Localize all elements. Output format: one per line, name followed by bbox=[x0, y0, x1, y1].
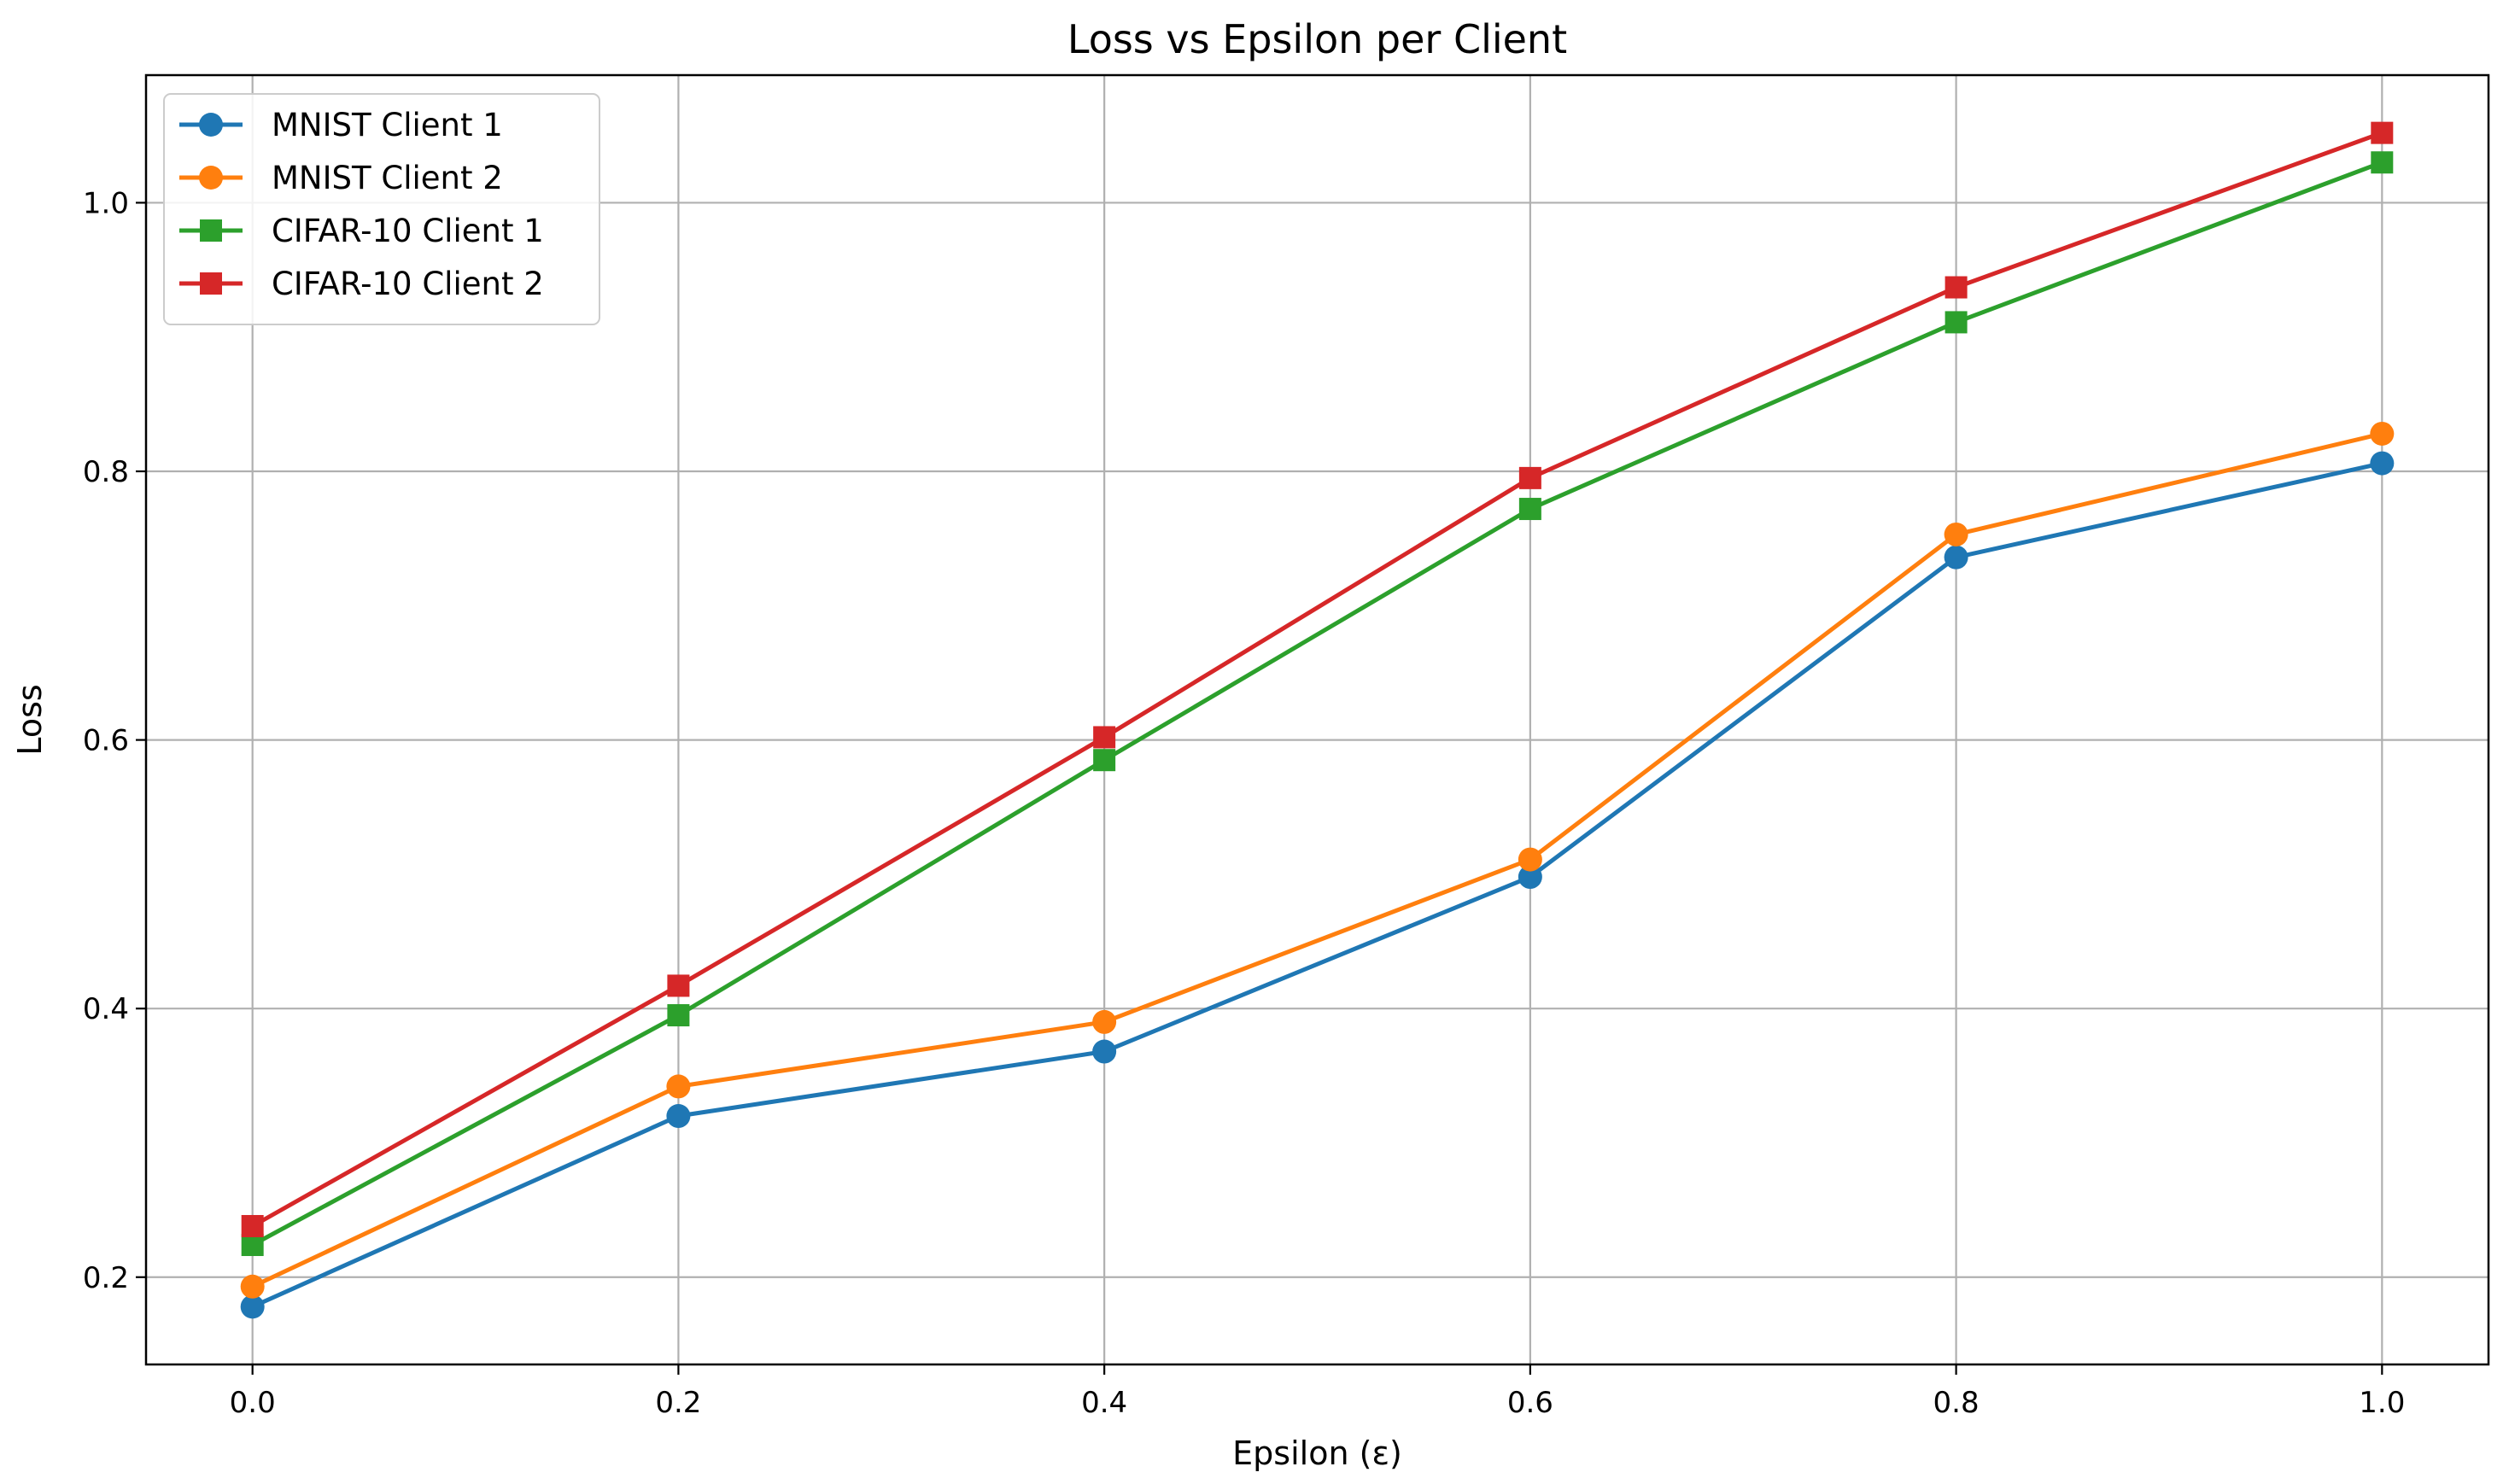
data-point bbox=[667, 1004, 690, 1027]
legend-marker bbox=[199, 113, 223, 137]
data-point bbox=[1518, 498, 1541, 521]
data-point bbox=[1093, 749, 1116, 772]
data-point bbox=[1518, 466, 1541, 489]
legend-marker bbox=[200, 219, 222, 242]
data-point bbox=[1093, 726, 1116, 749]
x-tick-label: 0.8 bbox=[1933, 1386, 1980, 1420]
data-point bbox=[1092, 1009, 1117, 1034]
legend-item: MNIST Client 2 bbox=[179, 160, 503, 196]
data-point bbox=[2370, 421, 2395, 446]
x-tick-label: 0.0 bbox=[230, 1386, 276, 1420]
data-point bbox=[1944, 545, 1968, 570]
data-point bbox=[666, 1104, 691, 1129]
y-tick-label: 1.0 bbox=[83, 186, 129, 220]
data-point bbox=[1945, 276, 1968, 299]
y-tick-label: 0.4 bbox=[83, 992, 129, 1026]
legend-item: CIFAR-10 Client 1 bbox=[179, 213, 544, 249]
data-point bbox=[667, 974, 690, 997]
x-axis-label: Epsilon (ε) bbox=[1232, 1434, 1402, 1472]
data-point bbox=[240, 1274, 265, 1299]
series-line bbox=[250, 431, 2384, 1289]
data-point bbox=[241, 1234, 264, 1257]
x-tick-label: 1.0 bbox=[2359, 1386, 2405, 1420]
chart-title: Loss vs Epsilon per Client bbox=[1067, 16, 1567, 62]
data-point bbox=[2370, 451, 2395, 476]
data-point bbox=[2371, 151, 2394, 174]
series-lines bbox=[240, 121, 2395, 1319]
data-point bbox=[240, 1294, 265, 1319]
x-tick-label: 0.4 bbox=[1081, 1386, 1127, 1420]
legend-box bbox=[163, 93, 600, 325]
grid-lines bbox=[146, 75, 2489, 1364]
data-point bbox=[2371, 121, 2394, 144]
series-mnist-client-1 bbox=[240, 451, 2395, 1319]
legend-label: MNIST Client 1 bbox=[272, 107, 503, 143]
x-tick-label: 0.2 bbox=[655, 1386, 701, 1420]
series-mnist-client-2 bbox=[240, 421, 2395, 1299]
series-cifar-10-client-1 bbox=[241, 151, 2394, 1257]
y-tick-label: 0.6 bbox=[83, 724, 129, 758]
data-point bbox=[1944, 522, 1968, 546]
legend-marker bbox=[199, 166, 223, 190]
plot-frame bbox=[144, 73, 2490, 1366]
legend-label: CIFAR-10 Client 2 bbox=[272, 266, 544, 302]
legend-item: MNIST Client 1 bbox=[179, 107, 503, 143]
y-tick-label: 0.8 bbox=[83, 455, 129, 489]
legend: MNIST Client 1 MNIST Client 2 CIFAR-10 Cli… bbox=[163, 93, 600, 325]
x-tick-label: 0.6 bbox=[1507, 1386, 1553, 1420]
y-axis-label: Loss bbox=[11, 684, 49, 755]
y-tick-label: 0.2 bbox=[83, 1261, 129, 1295]
legend-item: CIFAR-10 Client 2 bbox=[179, 266, 544, 302]
legend-label: MNIST Client 2 bbox=[272, 160, 503, 196]
legend-marker bbox=[200, 272, 222, 295]
data-point bbox=[666, 1074, 691, 1099]
legend-label: CIFAR-10 Client 1 bbox=[272, 213, 544, 249]
data-point bbox=[1518, 865, 1542, 890]
series-line bbox=[250, 461, 2384, 1309]
data-point bbox=[1518, 847, 1542, 872]
series-line bbox=[250, 160, 2384, 1247]
series-cifar-10-client-2 bbox=[241, 121, 2394, 1237]
data-point bbox=[241, 1214, 264, 1237]
data-point bbox=[1092, 1039, 1117, 1064]
axis-ticks: 0.0 0.2 0.4 0.6 0.8 1.0 0.2 0.4 0.6 0.8 1.0 bbox=[83, 186, 2405, 1420]
series-line bbox=[250, 131, 2384, 1229]
data-point bbox=[1945, 311, 1968, 334]
